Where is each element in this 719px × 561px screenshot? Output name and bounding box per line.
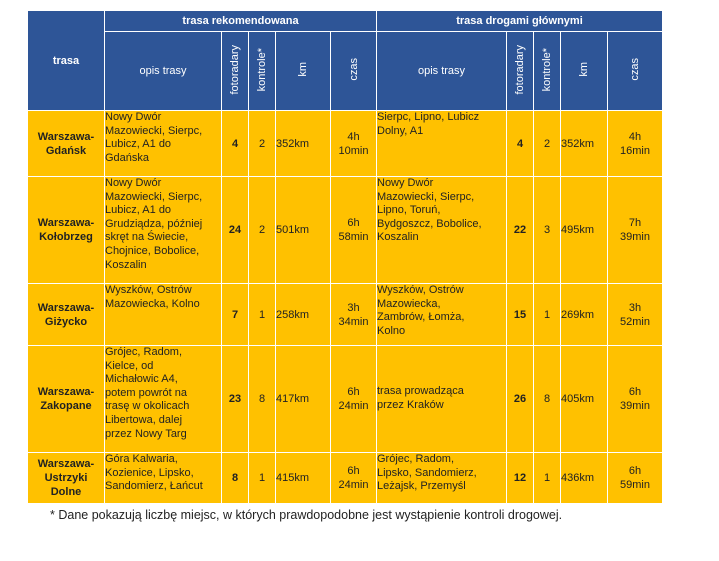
route-name: Warszawa- Kołobrzeg: [27, 176, 105, 284]
main-checks: 1: [533, 452, 561, 504]
rec-checks: 2: [248, 110, 276, 177]
main-checks: 1: [533, 283, 561, 346]
rec-checks: 1: [248, 283, 276, 346]
main-roads-route-header: trasa drogami głównymi: [376, 10, 663, 32]
table-row: Warszawa- Ustrzyki Dolne Góra Kalwaria, Koz…: [27, 452, 663, 504]
main-description: Grójec, Radom, Lipsko, Sandomierz, Leżajsk…: [376, 452, 507, 504]
main-cameras-header: fotoradary: [506, 31, 534, 111]
main-km: 269km: [560, 283, 608, 346]
routes-table: trasa trasa rekomendowana trasa drogami …: [27, 10, 663, 504]
main-description: Wyszków, Ostrów Mazowiecka, Zambrów, Łomża…: [376, 283, 507, 346]
rec-time: 4h 10min: [330, 110, 377, 177]
route-name: Warszawa- Zakopane: [27, 345, 105, 453]
main-description: trasa prowadząca przez Kraków: [376, 345, 507, 453]
rec-km-header: km: [275, 31, 331, 111]
main-km: 405km: [560, 345, 608, 453]
main-cameras: 4: [506, 110, 534, 177]
footnote: * Dane pokazują liczbę miejsc, w których…: [50, 508, 563, 522]
rec-time: 6h 58min: [330, 176, 377, 284]
main-cameras: 26: [506, 345, 534, 453]
main-time: 6h 39min: [607, 345, 663, 453]
rec-cameras: 23: [221, 345, 249, 453]
route-name: Warszawa- Gdańsk: [27, 110, 105, 177]
main-km: 495km: [560, 176, 608, 284]
main-time-header: czas: [607, 31, 663, 111]
rec-time: 3h 34min: [330, 283, 377, 346]
rec-cameras-header: fotoradary: [221, 31, 249, 111]
main-description: Sierpc, Lipno, Lubicz Dolny, A1: [376, 110, 507, 177]
table-row: Warszawa- Giżycko Wyszków, Ostrów Mazowiec…: [27, 283, 663, 346]
rec-cameras: 8: [221, 452, 249, 504]
rec-cameras: 24: [221, 176, 249, 284]
main-time: 4h 16min: [607, 110, 663, 177]
route-name: Warszawa- Ustrzyki Dolne: [27, 452, 105, 504]
route-header: trasa: [27, 10, 105, 111]
rec-checks: 2: [248, 176, 276, 284]
rec-km: 352km: [275, 110, 331, 177]
table-row: Warszawa- Zakopane Grójec, Radom, Kielce, …: [27, 345, 663, 453]
rec-time: 6h 24min: [330, 452, 377, 504]
rec-time: 6h 24min: [330, 345, 377, 453]
rec-checks: 1: [248, 452, 276, 504]
main-km-header: km: [560, 31, 608, 111]
main-time: 6h 59min: [607, 452, 663, 504]
table-row: Warszawa- Kołobrzeg Nowy Dwór Mazowiecki, …: [27, 176, 663, 284]
rec-km: 258km: [275, 283, 331, 346]
main-cameras: 12: [506, 452, 534, 504]
rec-description: Nowy Dwór Mazowiecki, Sierpc, Lubicz, A1 d…: [104, 176, 222, 284]
recommended-route-header: trasa rekomendowana: [104, 10, 377, 32]
rec-checks-header: kontrole*: [248, 31, 276, 111]
main-cameras: 15: [506, 283, 534, 346]
route-name: Warszawa- Giżycko: [27, 283, 105, 346]
rec-km: 417km: [275, 345, 331, 453]
main-km: 436km: [560, 452, 608, 504]
rec-cameras: 4: [221, 110, 249, 177]
main-km: 352km: [560, 110, 608, 177]
rec-km: 501km: [275, 176, 331, 284]
rec-km: 415km: [275, 452, 331, 504]
main-description: Nowy Dwór Mazowiecki, Sierpc, Lipno, Toruń…: [376, 176, 507, 284]
rec-time-header: czas: [330, 31, 377, 111]
main-checks-header: kontrole*: [533, 31, 561, 111]
main-description-header: opis trasy: [376, 31, 507, 111]
main-time: 7h 39min: [607, 176, 663, 284]
rec-description-header: opis trasy: [104, 31, 222, 111]
main-time: 3h 52min: [607, 283, 663, 346]
main-checks: 3: [533, 176, 561, 284]
main-cameras: 22: [506, 176, 534, 284]
rec-description: Góra Kalwaria, Kozienice, Lipsko, Sandomie…: [104, 452, 222, 504]
main-checks: 8: [533, 345, 561, 453]
rec-cameras: 7: [221, 283, 249, 346]
table-row: Warszawa- Gdańsk Nowy Dwór Mazowiecki, Sie…: [27, 110, 663, 177]
rec-description: Nowy Dwór Mazowiecki, Sierpc, Lubicz, A1 d…: [104, 110, 222, 177]
rec-description: Wyszków, Ostrów Mazowiecka, Kolno: [104, 283, 222, 346]
main-checks: 2: [533, 110, 561, 177]
rec-description: Grójec, Radom, Kielce, od Michałowic A4, po…: [104, 345, 222, 453]
rec-checks: 8: [248, 345, 276, 453]
